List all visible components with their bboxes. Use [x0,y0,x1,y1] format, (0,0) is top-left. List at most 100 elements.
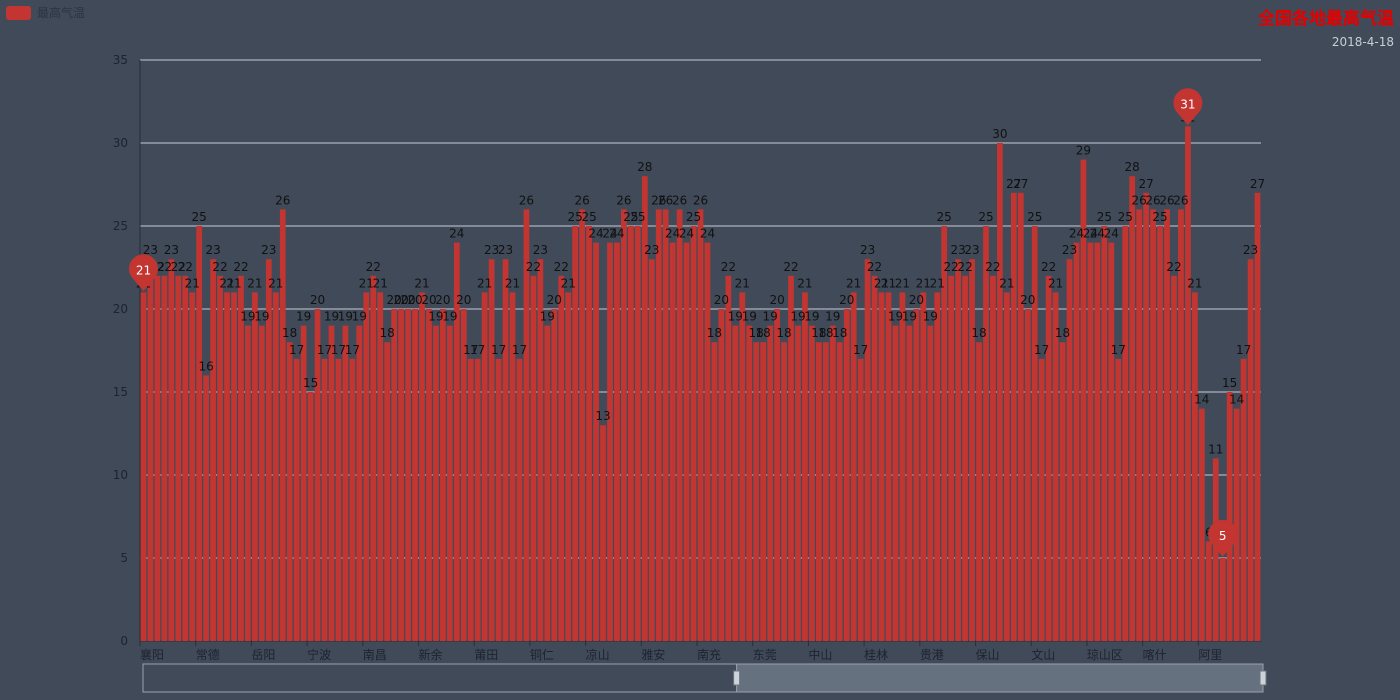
bar[interactable] [509,292,516,641]
bar[interactable] [551,309,558,641]
bar[interactable] [544,325,551,641]
bar[interactable] [321,358,328,641]
bar[interactable] [252,292,258,641]
bar[interactable] [753,342,760,641]
bar[interactable] [412,309,418,641]
bar[interactable] [1254,192,1261,642]
bar[interactable] [272,292,279,641]
bar[interactable] [1017,192,1024,642]
bar[interactable] [1024,309,1031,641]
bar[interactable] [474,358,481,641]
bar[interactable] [433,325,439,641]
bar[interactable] [1212,458,1219,641]
bar[interactable] [265,259,272,641]
bar[interactable] [460,309,467,641]
bar[interactable] [398,309,404,641]
bar[interactable] [634,226,641,641]
bar[interactable] [815,342,822,641]
bar[interactable] [627,226,634,641]
bar[interactable] [307,392,314,641]
bar[interactable] [669,242,676,641]
bar[interactable] [238,275,244,641]
bar[interactable] [481,292,488,641]
bar[interactable] [822,342,829,641]
bar[interactable] [857,358,864,641]
bar[interactable] [203,375,210,641]
bar[interactable] [279,209,286,641]
bar[interactable] [258,325,265,641]
bar[interactable] [384,342,391,641]
bar[interactable] [217,275,223,641]
bar[interactable] [453,242,460,641]
bar[interactable] [565,292,572,641]
bar[interactable] [196,226,203,641]
bar[interactable] [1087,242,1094,641]
bar[interactable] [732,325,739,641]
bar[interactable] [210,259,216,641]
bar[interactable] [683,242,690,641]
bar[interactable] [1052,292,1059,641]
mark-point-pin[interactable] [1208,519,1238,557]
bar[interactable] [1073,242,1080,641]
bar[interactable] [621,209,627,641]
bar[interactable] [767,325,774,641]
bar[interactable] [1191,292,1198,641]
bar[interactable] [600,425,606,641]
bar[interactable] [154,275,161,641]
bar[interactable] [690,226,697,641]
bar[interactable] [1171,275,1177,641]
bar[interactable] [641,176,648,641]
bar[interactable] [182,275,189,641]
bar[interactable] [467,358,474,641]
bar[interactable] [976,342,982,641]
bar[interactable] [495,358,502,641]
bar[interactable] [1115,358,1122,641]
bar[interactable] [1185,126,1191,641]
bar[interactable] [704,242,711,641]
bar[interactable] [843,309,850,641]
bar[interactable] [405,309,411,641]
bar[interactable] [1038,358,1045,641]
bar[interactable] [488,259,495,641]
bar[interactable] [655,209,662,641]
bar[interactable] [168,259,175,641]
bar[interactable] [370,275,377,641]
bar[interactable] [147,259,154,641]
bar[interactable] [558,275,565,641]
bar[interactable] [774,309,780,641]
legend[interactable]: 最高气温 [6,4,85,21]
bar[interactable] [140,292,147,641]
bar[interactable] [990,275,996,641]
bar[interactable] [829,325,836,641]
bar[interactable] [1108,242,1115,641]
bar[interactable] [725,275,732,641]
bar[interactable] [1045,275,1052,641]
bar[interactable] [948,275,955,641]
bar[interactable] [224,292,230,641]
bar[interactable] [648,259,655,641]
bar[interactable] [955,259,962,641]
bar[interactable] [189,292,196,641]
bar[interactable] [746,325,753,641]
bar[interactable] [572,226,579,641]
bar[interactable] [885,292,892,641]
bar[interactable] [1143,192,1149,642]
bar[interactable] [363,292,370,641]
bar[interactable] [997,143,1003,641]
bar[interactable] [1031,226,1038,641]
bar[interactable] [530,275,537,641]
bar[interactable] [1122,226,1129,641]
bar[interactable] [579,209,586,641]
bar[interactable] [314,309,321,641]
bar[interactable] [878,292,885,641]
bar[interactable] [293,358,300,641]
bar[interactable] [1233,408,1240,641]
bar[interactable] [711,342,718,641]
bar[interactable] [781,342,787,641]
bar[interactable] [349,358,356,641]
bar[interactable] [676,209,683,641]
bar[interactable] [1136,209,1143,641]
bar[interactable] [809,325,815,641]
bar[interactable] [795,325,801,641]
bar[interactable] [788,275,794,641]
